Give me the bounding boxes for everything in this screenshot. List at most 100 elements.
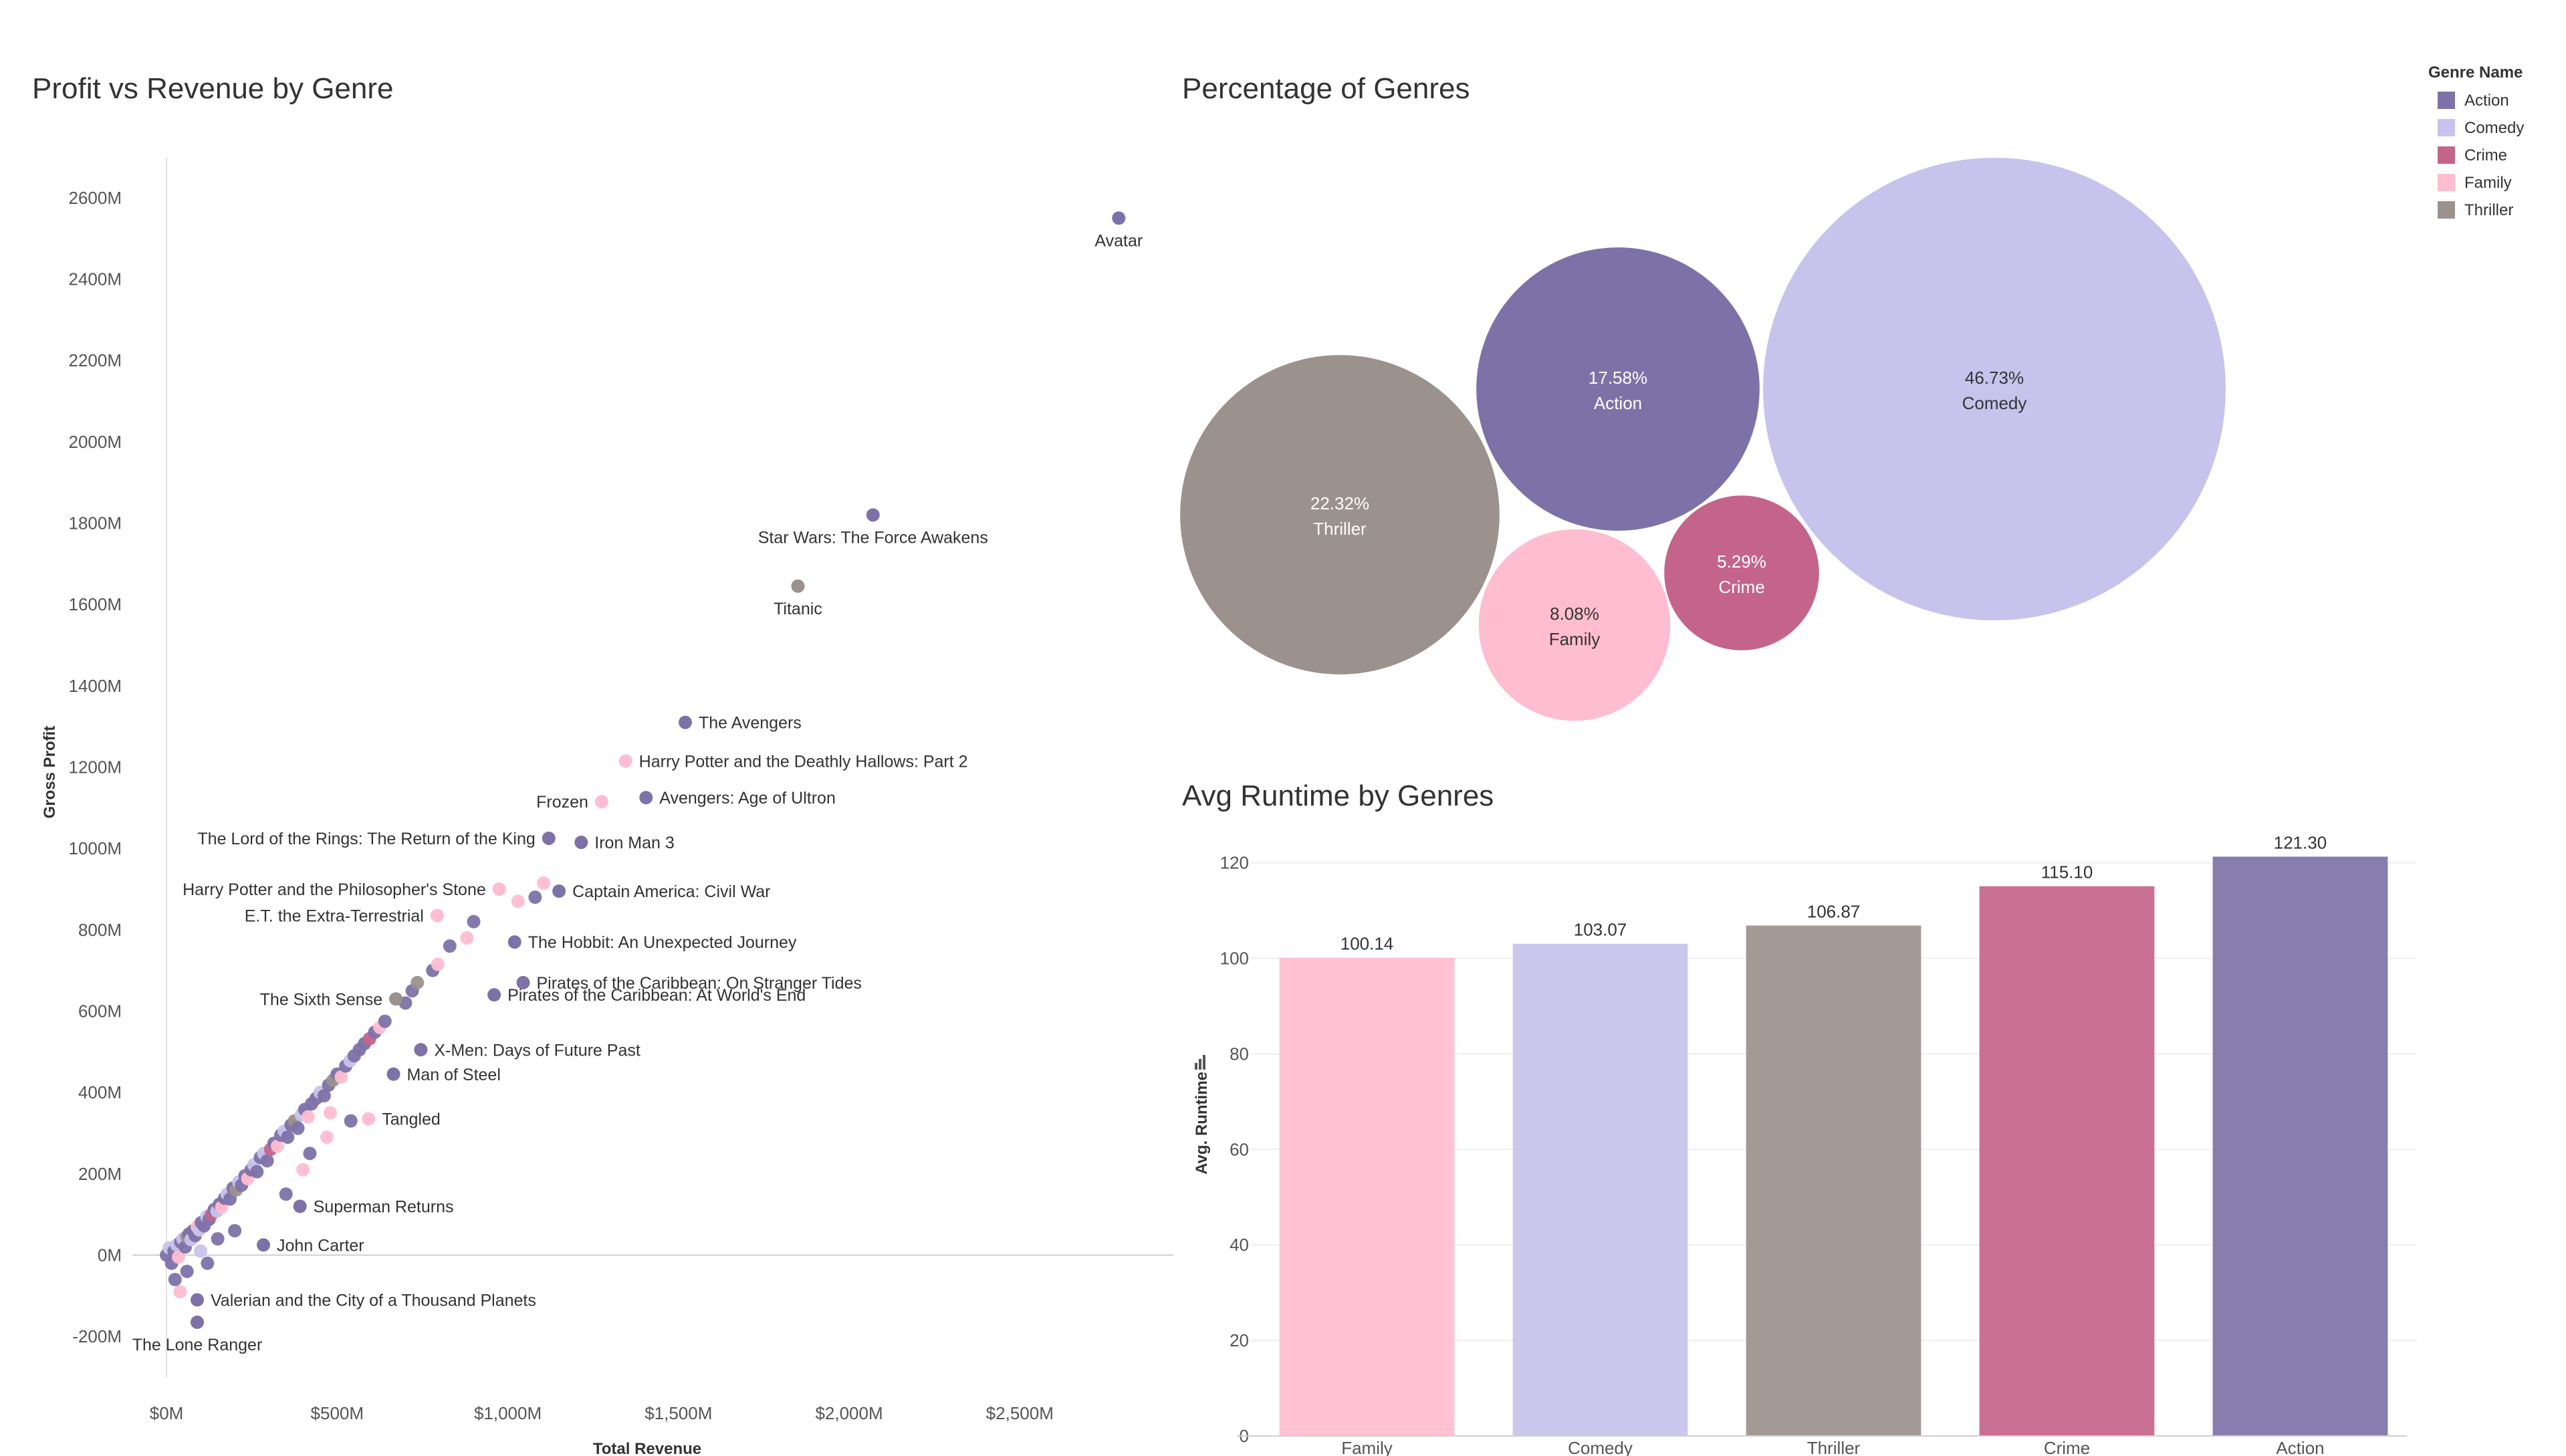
scatter-point (386, 1067, 400, 1081)
scatter-x-tick-label: $2,000M (815, 1403, 883, 1423)
scatter-point (487, 988, 501, 1002)
scatter-point (180, 1264, 194, 1278)
scatter-point (791, 579, 805, 593)
scatter-x-tick-label: $500M (311, 1403, 364, 1423)
bar-x-tick-label: Action (2276, 1438, 2324, 1456)
scatter-x-tick-label: $1,000M (474, 1403, 542, 1423)
scatter-point-label: The Hobbit: An Unexpected Journey (528, 933, 797, 952)
scatter-chart-title: Profit vs Revenue by Genre (32, 72, 393, 105)
bubble-genre-label: Crime (1718, 577, 1764, 597)
scatter-point (492, 882, 506, 896)
scatter-point (528, 890, 542, 904)
bubble-genre-label: Comedy (1962, 393, 2027, 413)
scatter-y-tick-label: 2400M (69, 269, 122, 289)
scatter-point (291, 1121, 305, 1135)
bar-marks: 100.14 103.07 106.87 115.10 121.30 (1279, 832, 2388, 1436)
scatter-point (866, 508, 880, 522)
scatter-point (334, 1070, 348, 1084)
genre-bubble-crime (1663, 494, 1821, 652)
scatter-point (516, 975, 530, 989)
percentage-of-genres-chart: Percentage of Genres 46.73% Comedy 22.32% T… (1179, 72, 2227, 723)
bar-y-tick-label: 100 (1220, 949, 1249, 969)
scatter-point-label: Avatar (1094, 231, 1143, 250)
scatter-y-tick-label: 400M (78, 1082, 122, 1102)
genre-bubble-thriller (1179, 354, 1501, 676)
scatter-point (260, 1154, 274, 1168)
scatter-point (293, 1199, 307, 1213)
scatter-point (378, 1014, 392, 1028)
bar-value-label: 106.87 (1807, 902, 1861, 922)
scatter-x-ticks: $0M $500M $1,000M $1,500M $2,000M $2,500M (150, 1403, 1054, 1423)
bar-y-axis-title: Avg. Runtime (1193, 1072, 1211, 1175)
profit-vs-revenue-chart: Profit vs Revenue by Genre -200M 0M 200M 40… (32, 72, 1173, 1456)
scatter-point (467, 915, 481, 929)
scatter-y-tick-label: -200M (72, 1326, 122, 1346)
bubble-percent-label: 5.29% (1717, 552, 1766, 572)
legend-swatch-action (2438, 92, 2455, 109)
scatter-point-label: X-Men: Days of Future Past (434, 1041, 640, 1060)
bar-comedy (1512, 943, 1688, 1436)
bubble-percent-label: 22.32% (1310, 493, 1369, 513)
legend-label-family: Family (2464, 174, 2512, 192)
scatter-point (594, 795, 608, 809)
legend-label-crime: Crime (2464, 146, 2507, 164)
bar-value-label: 100.14 (1340, 934, 1394, 954)
scatter-point-label: The Avengers (699, 714, 802, 733)
bar-value-label: 103.07 (1574, 920, 1627, 940)
legend-title: Genre Name (2428, 64, 2523, 82)
scatter-y-tick-label: 0M (98, 1245, 122, 1265)
scatter-point-label: The Lord of the Rings: The Return of the… (197, 830, 535, 848)
scatter-point (389, 992, 403, 1006)
scatter-y-tick-label: 1400M (69, 676, 122, 696)
scatter-point-label: Titanic (774, 600, 822, 618)
scatter-point (257, 1238, 271, 1252)
scatter-point (270, 1139, 284, 1153)
genre-bubble-family (1477, 527, 1672, 723)
bar-action (2212, 856, 2388, 1436)
scatter-point (320, 1130, 334, 1144)
bar-y-tick-label: 80 (1230, 1044, 1249, 1064)
scatter-point-label: The Sixth Sense (260, 990, 382, 1009)
bar-value-label: 121.30 (2274, 832, 2327, 852)
scatter-point (317, 1089, 331, 1103)
scatter-y-tick-label: 2200M (69, 350, 122, 370)
scatter-point (344, 1114, 358, 1128)
bar-x-tick-label: Comedy (1568, 1438, 1633, 1456)
scatter-point (537, 876, 551, 890)
scatter-y-tick-label: 2600M (69, 188, 122, 208)
bar-x-tick-label: Thriller (1807, 1438, 1861, 1456)
scatter-point (173, 1285, 187, 1299)
scatter-point (362, 1112, 376, 1126)
scatter-y-tick-label: 1000M (69, 838, 122, 858)
scatter-point-label: Pirates of the Caribbean: At World's End (507, 986, 806, 1005)
bar-chart-title: Avg Runtime by Genres (1182, 779, 1494, 812)
scatter-points (160, 211, 1126, 1329)
bar-y-axis-icon (1195, 1055, 1205, 1070)
scatter-point (443, 939, 457, 953)
bar-x-tick-label: Family (1341, 1438, 1393, 1456)
scatter-point (301, 1110, 315, 1124)
scatter-point (250, 1165, 264, 1179)
scatter-point (507, 935, 521, 949)
scatter-y-axis-title: Gross Profit (41, 726, 59, 819)
scatter-y-ticks: -200M 0M 200M 400M 600M 800M 1000M 1200M 1400M 16… (69, 188, 122, 1346)
scatter-point (296, 1163, 310, 1177)
bar-value-label: 115.10 (2041, 862, 2093, 882)
scatter-y-tick-label: 800M (78, 920, 122, 940)
scatter-point-label: Harry Potter and the Deathly Hallows: Pa… (639, 752, 968, 771)
scatter-y-tick-label: 600M (78, 1001, 122, 1021)
scatter-x-tick-label: $2,500M (986, 1403, 1054, 1423)
legend-swatch-comedy (2438, 119, 2455, 136)
scatter-point (678, 715, 692, 729)
scatter-x-tick-label: $1,500M (645, 1403, 712, 1423)
scatter-point (279, 1187, 293, 1201)
scatter-point (414, 1043, 428, 1057)
scatter-point-label: Harry Potter and the Philosopher's Stone (183, 880, 486, 899)
bubble-marks: 46.73% Comedy 22.32% Thriller 17.58% Action 8.… (1179, 156, 2227, 723)
scatter-point (168, 1273, 182, 1286)
legend-swatch-thriller (2438, 201, 2455, 219)
scatter-point (574, 836, 588, 850)
scatter-point-labels: Avatar Star Wars: The Force Awakens Titani… (132, 231, 1143, 1354)
scatter-point (511, 894, 525, 908)
scatter-point (201, 1256, 215, 1270)
